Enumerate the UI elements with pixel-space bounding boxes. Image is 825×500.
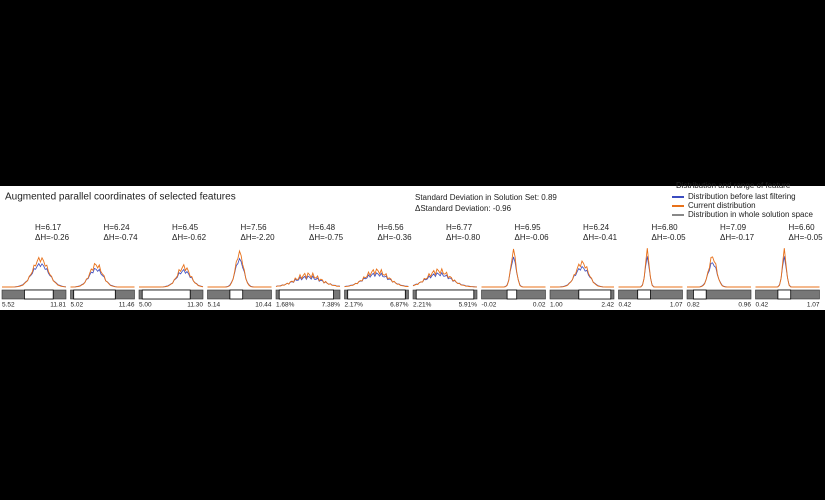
entropy-delta: ΔH=-0.05 bbox=[652, 233, 687, 242]
range-min: 5.02 bbox=[71, 302, 84, 309]
range-max: 11.30 bbox=[187, 302, 203, 309]
entropy-delta: ΔH=-0.26 bbox=[35, 233, 70, 242]
range-selected bbox=[73, 289, 116, 300]
legend-label: Distribution before last filtering bbox=[688, 192, 796, 201]
range-min: 2.21% bbox=[413, 302, 432, 309]
entropy-delta: ΔH=-0.36 bbox=[378, 233, 413, 242]
entropy-label: H=6.95 bbox=[515, 223, 542, 232]
range-min: 5.52 bbox=[2, 302, 15, 309]
range-selected bbox=[229, 289, 244, 300]
range-selected bbox=[141, 289, 191, 300]
range-max: 0.96 bbox=[738, 302, 751, 309]
range-max: 6.87% bbox=[390, 302, 409, 309]
entropy-delta: ΔH=-0.62 bbox=[172, 233, 207, 242]
range-min: 0.42 bbox=[756, 302, 769, 309]
range-max: 2.42 bbox=[601, 302, 614, 309]
range-max: 7.38% bbox=[322, 302, 341, 309]
stat-line: Standard Deviation in Solution Set: 0.89 bbox=[415, 193, 557, 202]
entropy-delta: ΔH=-0.75 bbox=[309, 233, 344, 242]
legend-label: Current distribution bbox=[688, 201, 756, 210]
range-bar bbox=[686, 289, 752, 300]
distribution-current bbox=[618, 248, 683, 288]
range-min: 5.14 bbox=[208, 302, 221, 309]
entropy-label: H=7.56 bbox=[241, 223, 268, 232]
entropy-label: H=6.24 bbox=[104, 223, 131, 232]
entropy-delta: ΔH=-0.41 bbox=[583, 233, 618, 242]
range-max: 1.07 bbox=[807, 302, 820, 309]
entropy-label: H=6.17 bbox=[35, 223, 62, 232]
range-selected bbox=[578, 289, 612, 300]
range-min: -0.02 bbox=[482, 302, 497, 309]
distribution-current bbox=[70, 262, 135, 288]
range-max: 0.02 bbox=[533, 302, 546, 309]
distribution-current bbox=[412, 267, 477, 288]
entropy-delta: ΔH=-0.05 bbox=[789, 233, 824, 242]
distribution-current bbox=[481, 248, 546, 288]
range-min: 5.00 bbox=[139, 302, 152, 309]
range-min: 2.17% bbox=[345, 302, 364, 309]
distribution-current bbox=[2, 256, 67, 288]
entropy-delta: ΔH=-0.17 bbox=[720, 233, 755, 242]
entropy-delta: ΔH=-0.74 bbox=[104, 233, 139, 242]
range-selected bbox=[278, 289, 335, 300]
range-max: 1.07 bbox=[670, 302, 683, 309]
panel-title: Augmented parallel coordinates of select… bbox=[5, 192, 236, 203]
entropy-label: H=6.24 bbox=[583, 223, 610, 232]
range-max: 11.46 bbox=[119, 302, 135, 309]
distribution-current bbox=[139, 263, 204, 288]
entropy-label: H=6.45 bbox=[172, 223, 199, 232]
range-selected bbox=[777, 289, 792, 300]
range-min: 1.68% bbox=[276, 302, 295, 309]
entropy-label: H=6.48 bbox=[309, 223, 336, 232]
stat-line: ΔStandard Deviation: -0.96 bbox=[415, 204, 512, 213]
range-max: 10.44 bbox=[255, 302, 272, 309]
panel bbox=[0, 186, 825, 310]
distribution-current bbox=[687, 256, 751, 288]
range-selected bbox=[506, 289, 518, 300]
range-min: 0.42 bbox=[619, 302, 632, 309]
range-selected bbox=[415, 289, 475, 300]
entropy-label: H=6.77 bbox=[446, 223, 473, 232]
range-selected bbox=[23, 289, 54, 300]
distribution-current bbox=[207, 249, 272, 288]
range-selected bbox=[637, 289, 651, 300]
entropy-delta: ΔH=-2.20 bbox=[241, 233, 276, 242]
range-max: 11.81 bbox=[50, 302, 66, 309]
distribution-current bbox=[755, 248, 820, 288]
range-min: 1.00 bbox=[550, 302, 563, 309]
range-selected bbox=[693, 289, 707, 300]
entropy-delta: ΔH=-0.80 bbox=[446, 233, 481, 242]
range-selected bbox=[347, 289, 406, 300]
entropy-delta: ΔH=-0.06 bbox=[515, 233, 550, 242]
range-max: 5.91% bbox=[459, 302, 478, 309]
distribution-current bbox=[550, 259, 614, 288]
entropy-label: H=6.80 bbox=[652, 223, 679, 232]
entropy-label: H=7.09 bbox=[720, 223, 747, 232]
legend-title: Distribution and range of feature bbox=[676, 181, 791, 190]
distribution-current bbox=[344, 268, 409, 288]
distribution-current bbox=[275, 271, 341, 288]
entropy-label: H=6.60 bbox=[789, 223, 816, 232]
entropy-label: H=6.56 bbox=[378, 223, 405, 232]
range-min: 0.82 bbox=[687, 302, 700, 309]
legend-label: Distribution in whole solution space bbox=[688, 210, 814, 219]
